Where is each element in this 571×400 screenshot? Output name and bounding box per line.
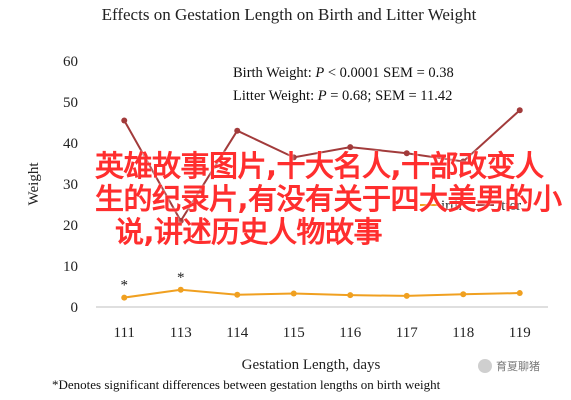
overlay-line-1: 英雄故事图片,十大名人,十部改变人 [95,149,544,183]
data-point-litter [347,144,354,151]
y-tick-label: 20 [63,218,78,234]
y-tick-label: 10 [63,259,78,275]
x-axis: 111 113 114 115 116 117 118 119 [114,325,531,341]
data-point-birth [403,292,410,299]
x-tick-label: 113 [170,325,192,341]
data-point-birth [347,292,354,299]
series-line-litter [123,109,521,223]
series-line-birth [124,288,520,299]
chart-title: Effects on Gestation Length on Birth and… [102,5,477,24]
watermark: 育夏聊猪 [478,358,540,374]
significance-marker: * [177,270,185,286]
y-tick-label: 30 [63,177,78,193]
footnote: *Denotes significant differences between… [52,377,441,392]
x-tick-label: 116 [339,325,361,341]
data-point-birth [234,291,241,298]
data-point-litter [234,127,241,134]
data-point-birth [290,290,297,297]
y-tick-label: 0 [71,300,79,316]
data-point-litter [403,150,410,157]
plot-area [121,107,523,301]
data-point-litter [516,107,523,114]
overlay-line-3: 说,讲述历史人物故事 [115,215,383,249]
x-tick-label: 118 [452,325,474,341]
data-point-litter [121,117,128,124]
data-point-birth [516,290,523,297]
data-point-birth [460,291,467,298]
x-tick-label: 111 [114,325,135,341]
y-tick-label: 50 [63,95,78,111]
x-tick-label: 119 [509,325,531,341]
data-point-litter [290,154,297,161]
significance-markers: * * [121,270,185,294]
legend: irth itter [420,198,521,214]
stat-annotation-birth: Birth Weight: P < 0.0001 SEM = 0.38 [233,65,454,81]
y-axis: 0 10 20 30 40 50 60 [63,54,78,316]
x-tick-label: 117 [396,325,418,341]
wechat-icon [478,359,492,373]
data-point-birth [121,294,128,301]
x-tick-label: 115 [283,325,305,341]
stat-annotation-litter: Litter Weight: P = 0.68; SEM = 11.42 [233,88,452,104]
legend-label-litter: itter [497,198,521,214]
y-tick-label: 60 [63,54,78,70]
y-tick-label: 40 [63,136,78,152]
watermark-text: 育夏聊猪 [496,360,540,373]
data-point-birth [177,286,184,293]
y-axis-label: Weight [26,162,42,206]
data-point-litter [460,158,467,165]
x-axis-label: Gestation Length, days [242,357,381,373]
legend-label-birth: irth [441,198,462,214]
x-tick-label: 114 [226,325,248,341]
overlay-line-2: 生的纪录片,有没有关于四大美男的小 [95,182,562,216]
significance-marker: * [121,278,129,294]
data-point-litter [177,217,184,224]
overlay-caption: 英雄故事图片,十大名人,十部改变人 生的纪录片,有没有关于四大美男的小 说,讲述… [95,150,565,249]
